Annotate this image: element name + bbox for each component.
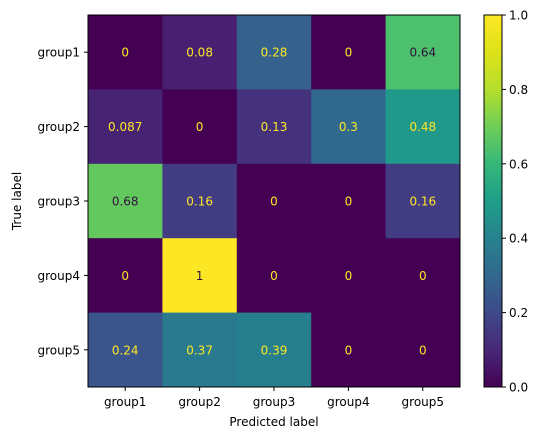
y-tick-label: group3 — [38, 195, 81, 209]
cell-value-label: 0 — [121, 46, 129, 60]
heatmap-cell — [88, 238, 163, 314]
heatmap-cell — [162, 89, 238, 165]
x-tick-label: group5 — [402, 395, 445, 409]
x-axis-label: Predicted label — [229, 415, 318, 429]
cell-value-label: 0.087 — [108, 120, 142, 134]
heatmap-cell — [385, 312, 461, 388]
heatmap-cell — [385, 89, 461, 165]
colorbar-tick-label: 1.0 — [509, 9, 528, 23]
heatmap-cell — [385, 15, 461, 90]
heatmap-cell — [311, 238, 387, 314]
heatmap-cell — [88, 312, 163, 388]
cell-value-label: 0 — [196, 120, 204, 134]
y-tick-label: group2 — [38, 120, 81, 134]
colorbar-ticks: 0.0 0.2 0.4 0.6 0.8 1.0 — [502, 9, 528, 395]
cell-value-label: 0.24 — [112, 343, 139, 357]
cell-value-label: 0.28 — [261, 46, 288, 60]
cell-value-label: 0.13 — [261, 120, 288, 134]
cell-value-label: 1 — [196, 269, 204, 283]
cell-value-label: 0.16 — [409, 195, 436, 209]
heatmap-cell — [311, 163, 387, 239]
y-axis-ticks: group1 group2 group3 group4 group5 — [38, 46, 88, 357]
heatmap-cell — [236, 312, 312, 388]
heatmap-cell — [311, 89, 387, 165]
cell-value-label: 0 — [345, 269, 353, 283]
cell-value-label: 0.16 — [186, 195, 213, 209]
heatmap-cell — [311, 312, 387, 388]
heatmap-cell — [311, 15, 387, 90]
y-tick-label: group1 — [38, 46, 81, 60]
colorbar-tick-label: 0.2 — [509, 306, 528, 320]
heatmap-cell — [162, 312, 238, 388]
heatmap-cell — [88, 89, 163, 165]
y-tick-label: group5 — [38, 343, 81, 357]
heatmap-cells — [88, 15, 461, 388]
cell-value-label: 0.48 — [409, 120, 436, 134]
cell-value-labels: 0 0.08 0.28 0 0.64 0.087 0 0.13 0.3 0.48 0.68 0.16 0… — [108, 46, 436, 358]
heatmap-cell — [385, 238, 461, 314]
heatmap-cell — [162, 163, 238, 239]
heatmap-cell — [162, 15, 238, 90]
heatmap-cell — [236, 238, 312, 314]
cell-value-label: 0 — [270, 269, 278, 283]
x-tick-label: group1 — [104, 395, 147, 409]
cell-value-label: 0.3 — [339, 120, 358, 134]
cell-value-label: 0 — [345, 343, 353, 357]
cell-value-label: 0 — [419, 343, 427, 357]
heatmap-cell — [88, 163, 163, 239]
x-axis-ticks: group1 group2 group3 group4 group5 — [104, 387, 444, 409]
y-axis-label: True label — [10, 172, 24, 231]
heatmap-cell — [385, 163, 461, 239]
cell-value-label: 0.08 — [186, 46, 213, 60]
colorbar-tick-label: 0.8 — [509, 83, 528, 97]
cell-value-label: 0 — [121, 269, 129, 283]
colorbar — [483, 14, 503, 388]
colorbar-tick-label: 0.0 — [509, 381, 528, 395]
heatmap-cell — [236, 89, 312, 165]
y-tick-label: group4 — [38, 269, 81, 283]
cell-value-label: 0 — [270, 195, 278, 209]
cell-value-label: 0 — [419, 269, 427, 283]
x-tick-label: group4 — [327, 395, 370, 409]
heatmap-cell — [236, 15, 312, 90]
heatmap-cell — [162, 238, 238, 314]
heatmap-cell — [88, 15, 163, 90]
cell-value-label: 0 — [345, 195, 353, 209]
colorbar-tick-label: 0.6 — [509, 157, 528, 171]
heatmap-cell — [236, 163, 312, 239]
cell-value-label: 0 — [345, 46, 353, 60]
cell-value-label: 0.68 — [112, 195, 139, 209]
cell-value-label: 0.39 — [261, 343, 288, 357]
x-tick-label: group3 — [253, 395, 296, 409]
cell-value-label: 0.37 — [186, 343, 213, 357]
colorbar-tick-label: 0.4 — [509, 232, 528, 246]
cell-value-label: 0.64 — [409, 46, 436, 60]
x-tick-label: group2 — [178, 395, 221, 409]
